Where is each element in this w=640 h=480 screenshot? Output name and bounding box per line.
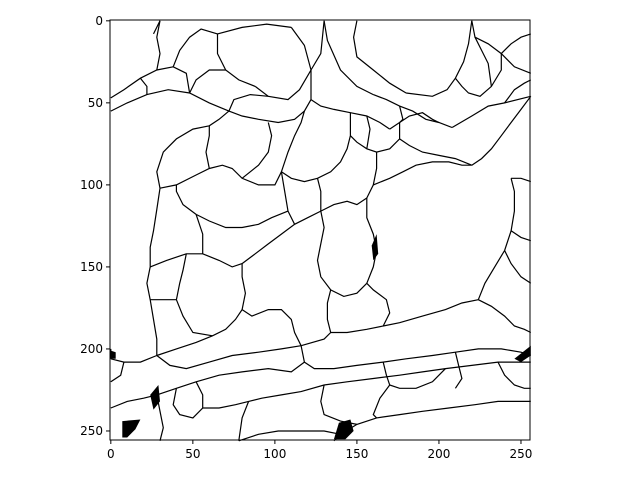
edge-line-21 — [474, 36, 492, 87]
edge-line-16 — [451, 95, 531, 129]
edge-line-9 — [228, 70, 312, 124]
edge-line-65 — [300, 332, 332, 347]
edge-line-77 — [454, 352, 463, 389]
edge-line-56 — [510, 230, 531, 242]
filled-region-3 — [514, 345, 531, 363]
edge-line-26 — [389, 112, 440, 130]
edge-line-43 — [280, 171, 296, 225]
edge-line-33 — [366, 152, 378, 199]
edge-line-47 — [316, 178, 322, 212]
edge-line-54 — [477, 178, 516, 300]
x-tick-label: 50 — [185, 447, 200, 461]
plot-area — [110, 20, 532, 442]
filled-region-0 — [122, 419, 141, 438]
edge-line-41 — [241, 210, 322, 265]
edge-line-70 — [172, 381, 204, 419]
y-axis: 0 50 100 150 200 250 — [80, 14, 110, 438]
edge-line-57 — [504, 250, 532, 284]
edge-line-63 — [110, 354, 158, 363]
edge-line-67 — [241, 309, 302, 346]
edge-line-58 — [146, 266, 158, 356]
edge-line-35 — [156, 110, 230, 189]
edge-line-60 — [175, 253, 187, 300]
edge-line-32 — [366, 115, 371, 149]
edge-line-39 — [149, 188, 161, 267]
edge-line-78 — [497, 361, 531, 389]
edge-line-75 — [340, 400, 531, 435]
edge-line-46 — [195, 214, 204, 254]
edge-line-66 — [300, 345, 531, 370]
edge-line-27 — [280, 110, 305, 172]
edge-line-14 — [323, 20, 374, 96]
y-tick-label: 250 — [80, 424, 103, 438]
edge-line-74 — [238, 430, 341, 442]
axes-frame — [109, 19, 531, 441]
filled-region-1 — [150, 385, 160, 410]
edge-line-10 — [172, 66, 191, 94]
edge-line-22 — [500, 33, 531, 55]
edge-line-31 — [399, 105, 404, 123]
edge-line-34 — [373, 161, 472, 186]
y-tick-label: 100 — [80, 178, 103, 192]
edge-line-23 — [504, 79, 532, 104]
edge-line-71 — [202, 400, 249, 409]
edge-line-28 — [281, 112, 351, 183]
x-tick-label: 150 — [345, 447, 368, 461]
edge-line-59 — [156, 263, 247, 357]
edge-line-50 — [326, 289, 332, 333]
edge-line-80 — [372, 384, 391, 419]
edge-line-12 — [152, 20, 161, 35]
edge-line-7 — [189, 69, 226, 94]
x-tick-label: 200 — [427, 447, 450, 461]
edge-line-19 — [471, 20, 532, 74]
edge-line-11 — [139, 77, 148, 95]
edge-line-2 — [156, 20, 161, 71]
edge-line-8 — [228, 93, 269, 112]
x-tick-label: 0 — [107, 447, 115, 461]
edge-line-30 — [399, 138, 473, 166]
edges-layer — [110, 20, 532, 442]
edge-line-38 — [205, 125, 210, 169]
edge-line-20 — [454, 53, 502, 97]
edge-line-55 — [511, 177, 531, 183]
edge-line-51 — [330, 282, 391, 334]
filled-regions-layer — [110, 234, 531, 440]
y-tick-label: 0 — [95, 14, 103, 28]
edge-line-48 — [316, 210, 368, 298]
edge-line-4 — [217, 23, 292, 35]
edge-line-24 — [471, 95, 532, 166]
y-tick-label: 50 — [88, 96, 103, 110]
edge-line-44 — [195, 210, 289, 229]
x-tick-label: 250 — [510, 447, 533, 461]
y-tick-label: 150 — [80, 260, 103, 274]
y-tick-label: 200 — [80, 342, 103, 356]
edge-line-52 — [383, 299, 479, 327]
filled-region-4 — [371, 234, 379, 261]
edge-line-83 — [110, 361, 125, 383]
edge-line-73 — [238, 401, 250, 441]
edge-line-37 — [241, 122, 273, 179]
edge-line-1 — [110, 89, 230, 112]
x-axis: 0 50 100 150 200 250 — [107, 440, 532, 461]
edge-line-42 — [320, 197, 368, 212]
image-background — [110, 20, 530, 440]
edge-line-36 — [159, 164, 282, 189]
edge-line-64 — [156, 345, 302, 370]
edge-line-53 — [478, 299, 532, 334]
edge-line-62 — [175, 299, 213, 337]
edge-line-76 — [382, 361, 446, 389]
edge-line-45 — [175, 184, 197, 215]
edge-line-17 — [352, 20, 407, 94]
edge-line-3 — [172, 28, 218, 68]
x-tick-label: 100 — [263, 447, 286, 461]
filled-region-2 — [333, 419, 354, 440]
filled-region-5 — [110, 350, 116, 359]
edge-line-13 — [310, 20, 325, 71]
